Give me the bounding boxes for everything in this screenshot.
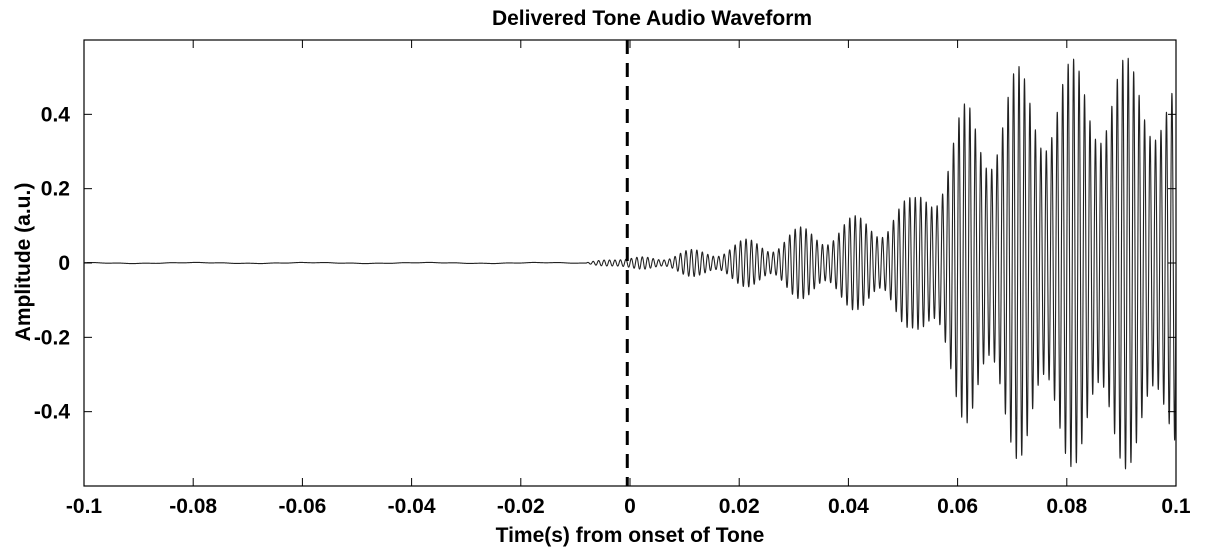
x-tick-label-6: 0.02: [719, 495, 760, 518]
y-tick-label-0: -0.4: [34, 401, 71, 424]
y-tick-label-4: 0.4: [41, 103, 71, 126]
waveform-line-0: [84, 57, 1176, 470]
chart-title: Delivered Tone Audio Waveform: [492, 7, 812, 30]
x-axis: -0.1 -0.08 -0.06 -0.04 -0.02 0 0.02 0.04 0.06 0.0…: [66, 40, 1191, 518]
y-tick-label-2: 0: [58, 252, 70, 275]
x-tick-label-2: -0.06: [278, 495, 326, 518]
x-tick-label-4: -0.02: [497, 495, 545, 518]
x-tick-label-7: 0.04: [828, 495, 869, 518]
x-tick-label-0: -0.1: [66, 495, 103, 518]
series-group: [84, 57, 1176, 470]
plot-area: [83, 39, 1177, 487]
y-axis: -0.4 -0.2 0 0.2 0.4: [34, 103, 1176, 424]
y-tick-label-3: 0.2: [41, 178, 70, 201]
y-tick-label-1: -0.2: [34, 326, 70, 349]
x-tick-label-9: 0.08: [1046, 495, 1087, 518]
x-tick-label-3: -0.04: [388, 495, 436, 518]
x-tick-label-1: -0.08: [169, 495, 217, 518]
x-axis-label: Time(s) from onset of Tone: [496, 524, 765, 547]
y-axis-label: Amplitude (a.u.): [12, 183, 35, 342]
x-tick-label-5: 0: [624, 495, 636, 518]
x-tick-label-8: 0.06: [937, 495, 978, 518]
x-tick-label-10: 0.1: [1161, 495, 1191, 518]
